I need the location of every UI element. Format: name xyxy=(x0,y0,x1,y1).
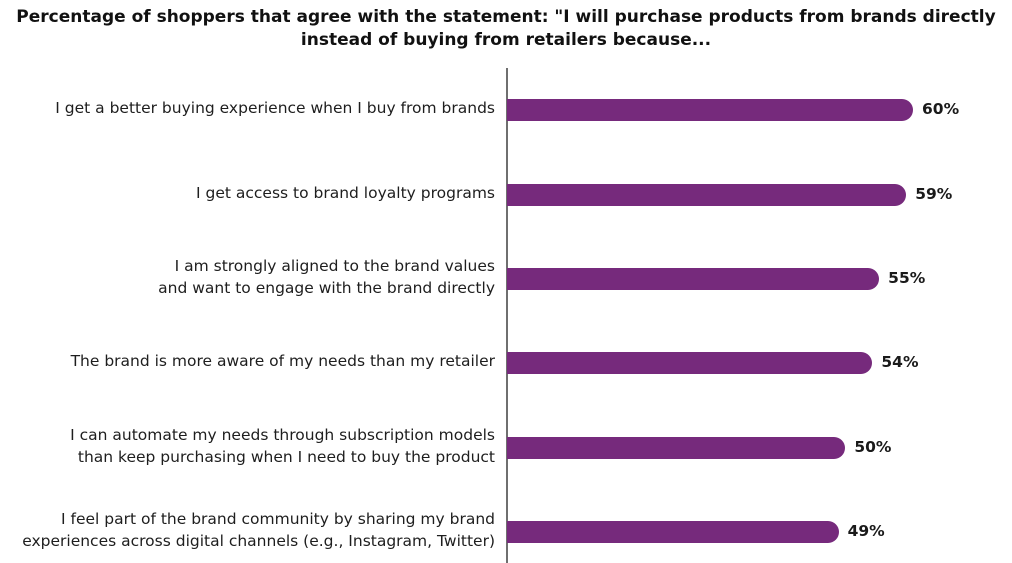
category-label-line: I get a better buying experience when I … xyxy=(55,99,495,117)
category-label: I feel part of the brand community by sh… xyxy=(5,508,495,552)
bar xyxy=(507,437,846,459)
chart-title-line-2: instead of buying from retailers because… xyxy=(300,30,712,50)
data-label: 60% xyxy=(922,100,960,118)
bar xyxy=(507,352,873,374)
category-label-line: I feel part of the brand community by sh… xyxy=(60,510,495,528)
data-label: 59% xyxy=(915,185,953,203)
category-label: I am strongly aligned to the brand value… xyxy=(5,255,495,299)
category-label-line: The brand is more aware of my needs than… xyxy=(70,352,495,370)
category-label: I get access to brand loyalty programs xyxy=(5,182,495,204)
bar xyxy=(507,99,913,121)
category-label-line: I am strongly aligned to the brand value… xyxy=(174,257,495,275)
category-label: The brand is more aware of my needs than… xyxy=(5,350,495,372)
category-label-line: I can automate my needs through subscrip… xyxy=(70,426,495,444)
chart-title-line-1: Percentage of shoppers that agree with t… xyxy=(16,7,996,27)
data-label: 55% xyxy=(888,269,926,287)
category-label: I get a better buying experience when I … xyxy=(5,97,495,119)
bar xyxy=(507,184,907,206)
bar xyxy=(507,268,880,290)
category-label-line: than keep purchasing when I need to buy … xyxy=(77,448,495,466)
category-label-line: I get access to brand loyalty programs xyxy=(195,184,495,202)
data-label: 50% xyxy=(854,438,892,456)
chart-title: Percentage of shoppers that agree with t… xyxy=(0,6,1012,52)
category-label-line: and want to engage with the brand direct… xyxy=(158,279,495,297)
data-label: 49% xyxy=(847,522,885,540)
y-axis-line xyxy=(506,68,508,563)
category-label-line: experiences across digital channels (e.g… xyxy=(22,532,495,550)
bar xyxy=(507,521,839,543)
category-label: I can automate my needs through subscrip… xyxy=(5,424,495,468)
data-label: 54% xyxy=(881,353,919,371)
